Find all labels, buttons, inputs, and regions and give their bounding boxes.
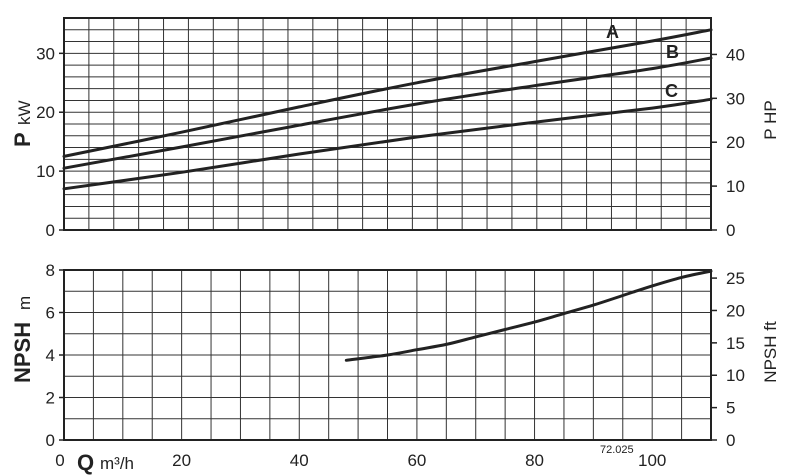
npsh-ytick-label: 8 xyxy=(46,261,55,280)
power-grid xyxy=(64,18,711,230)
npsh-ft-axis-label: NPSH ft xyxy=(761,321,780,383)
curve-label-b: B xyxy=(666,42,679,62)
npsh-y2tick-label: 10 xyxy=(726,366,745,385)
npsh-xtick-label: 100 xyxy=(638,451,666,470)
npsh-ytick-label: 2 xyxy=(46,389,55,408)
npsh-ytick-label: 6 xyxy=(46,304,55,323)
power-ticks: 0 10 20 30 0 10 20 30 40 xyxy=(36,44,745,240)
npsh-y2tick-label: 20 xyxy=(726,301,745,320)
figure-code: 72.025 xyxy=(600,444,634,456)
curve-label-a: A xyxy=(606,22,619,42)
npsh-y2tick-label: 15 xyxy=(726,334,745,353)
npsh-axis-label-unit: m xyxy=(15,296,34,310)
curve-c xyxy=(62,97,713,191)
npsh-y2tick-label: 0 xyxy=(726,431,735,450)
power-ytick-label: 30 xyxy=(36,44,55,63)
power-ytick-label: 0 xyxy=(46,221,55,240)
npsh-xtick-label: 80 xyxy=(525,451,544,470)
power-curves: A BC xyxy=(62,22,713,191)
flow-axis-label-unit: m³/h xyxy=(100,454,134,473)
npsh-axis-label-main: NPSH xyxy=(10,322,35,383)
power-hp-axis-label: P HP xyxy=(761,100,780,139)
npsh-xtick-label: 20 xyxy=(172,451,191,470)
power-y2tick-label: 0 xyxy=(726,221,735,240)
power-axis-label-unit: kW xyxy=(15,100,34,125)
npsh-y2tick-label: 5 xyxy=(726,399,735,418)
power-y2tick-label: 30 xyxy=(726,89,745,108)
power-ytick-label: 10 xyxy=(36,162,55,181)
npsh-xtick-label: 0 xyxy=(55,451,64,470)
npsh-curve xyxy=(344,269,713,362)
curve-b xyxy=(62,56,713,170)
npsh-ytick-label: 4 xyxy=(46,346,55,365)
npsh-grid xyxy=(64,270,711,440)
npsh-ytick-label: 0 xyxy=(46,431,55,450)
npsh-y2tick-label: 25 xyxy=(726,269,745,288)
power-y2tick-label: 20 xyxy=(726,133,745,152)
npsh-xtick-label: 60 xyxy=(407,451,426,470)
npsh-xtick-label: 40 xyxy=(290,451,309,470)
curve-label-c: C xyxy=(665,81,678,101)
power-panel: 0 10 20 30 0 10 20 30 40 A BC P kW P HP xyxy=(10,17,780,240)
power-ytick-label: 20 xyxy=(36,103,55,122)
power-y2tick-label: 10 xyxy=(726,177,745,196)
power-y2tick-label: 40 xyxy=(726,45,745,64)
npsh-curves xyxy=(344,269,713,362)
curve-a xyxy=(62,28,713,158)
flow-axis-label-main: Q xyxy=(77,450,94,475)
power-plot-frame xyxy=(63,17,712,231)
power-axis-label-main: P xyxy=(10,132,35,147)
